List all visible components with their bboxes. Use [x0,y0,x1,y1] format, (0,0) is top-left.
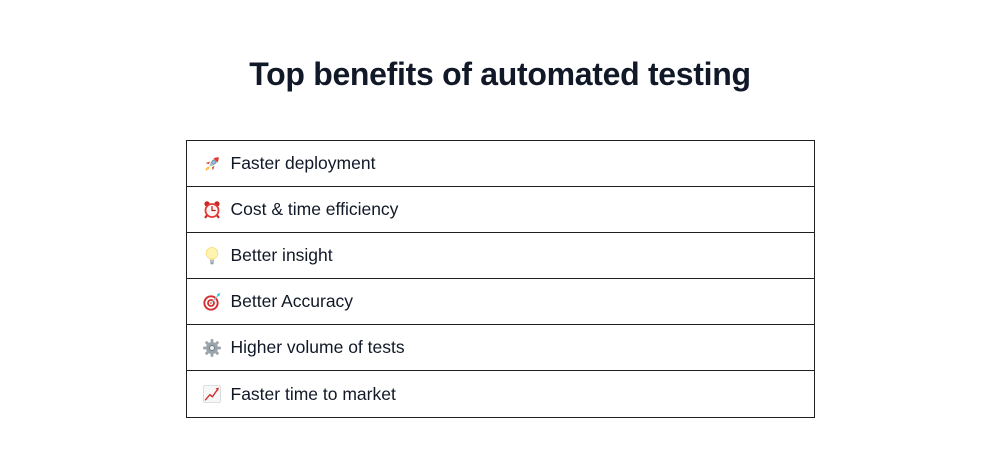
page-title: Top benefits of automated testing [249,56,751,92]
table-row: Faster time to market [187,371,814,417]
row-label: Faster deployment [230,153,376,173]
alarm-clock-icon [202,200,222,220]
row-label: Better insight [230,245,333,265]
target-icon [202,292,222,312]
table-row: Higher volume of tests [186,325,814,371]
rocket-icon [202,154,222,174]
chart-increasing-icon [202,384,222,404]
gear-icon [202,338,222,358]
table-row: Better insight [186,233,814,279]
benefits-table: Faster deployment Cost & time efficiency [185,140,815,418]
row-label: Higher volume of tests [230,337,405,357]
row-label: Cost & time efficiency [230,199,399,219]
row-label: Better Accuracy [230,291,354,311]
light-bulb-icon [202,246,222,266]
table-row: Cost & time efficiency [186,187,814,233]
table-row: Better Accuracy [186,279,814,325]
row-label: Faster time to market [230,383,396,404]
table-row: Faster deployment [186,141,814,187]
